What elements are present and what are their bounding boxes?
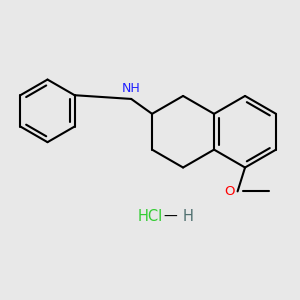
Text: NH: NH xyxy=(122,82,141,95)
Text: —: — xyxy=(164,210,177,224)
Text: O: O xyxy=(224,185,235,198)
Text: HCl: HCl xyxy=(138,209,163,224)
Text: H: H xyxy=(182,209,193,224)
